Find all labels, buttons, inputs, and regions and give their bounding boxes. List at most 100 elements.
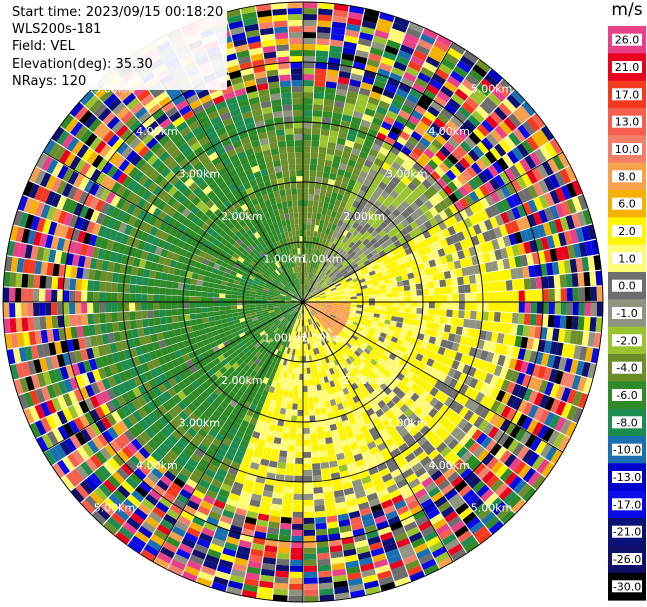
range-gate	[308, 260, 312, 267]
range-gate	[309, 421, 317, 428]
range-gate	[87, 313, 95, 325]
range-gate	[232, 563, 247, 572]
range-gate	[407, 565, 423, 577]
range-gate	[304, 325, 307, 332]
range-gate	[524, 290, 531, 302]
range-gate	[36, 344, 45, 359]
range-gate	[476, 253, 485, 264]
range-gate	[392, 297, 399, 302]
range-gate	[362, 113, 374, 123]
range-gate	[134, 451, 146, 464]
range-gate	[335, 314, 343, 319]
range-gate	[123, 311, 130, 321]
range-gate	[411, 462, 423, 473]
range-gate	[519, 158, 532, 173]
range-gate	[309, 176, 316, 183]
range-gate	[375, 172, 385, 181]
range-gate	[311, 212, 317, 219]
range-gate	[550, 398, 561, 414]
range-gate	[383, 542, 398, 553]
range-gate	[442, 228, 451, 238]
range-gate	[408, 21, 424, 33]
range-gate	[224, 268, 232, 274]
range-gate	[379, 284, 386, 290]
range-gate	[305, 343, 308, 350]
range-gate	[343, 336, 350, 342]
range-gate	[518, 302, 525, 313]
range-gate	[355, 239, 363, 247]
range-gate	[33, 303, 40, 317]
range-gate	[409, 88, 423, 99]
range-gate	[409, 337, 418, 345]
range-gate	[478, 370, 488, 382]
range-gate	[294, 379, 299, 386]
range-gate	[43, 449, 57, 466]
range-gate	[285, 303, 292, 305]
range-gate	[395, 195, 405, 205]
range-gate	[377, 570, 392, 580]
range-gate	[225, 344, 233, 351]
range-gate	[120, 360, 130, 371]
range-gate	[292, 361, 297, 368]
range-gate	[228, 260, 236, 267]
range-gate	[427, 185, 438, 196]
range-gate	[100, 502, 115, 516]
range-gate	[295, 373, 300, 380]
range-gate	[320, 306, 327, 310]
range-gate	[345, 372, 352, 380]
range-gate	[510, 370, 520, 383]
range-gate	[56, 354, 66, 368]
range-gate	[396, 351, 405, 359]
range-gate	[260, 568, 275, 577]
range-gate	[443, 375, 453, 386]
range-gate	[412, 162, 423, 173]
range-gate	[357, 275, 365, 281]
range-gate	[213, 473, 225, 483]
range-gate	[111, 385, 122, 398]
range-gate	[455, 145, 468, 157]
range-gate	[314, 510, 326, 518]
range-gate	[399, 463, 411, 474]
range-gate	[331, 275, 337, 281]
range-gate	[407, 135, 419, 147]
range-gate	[216, 324, 224, 330]
range-gate	[196, 538, 211, 549]
range-gate	[92, 436, 104, 451]
range-gate	[134, 530, 150, 544]
range-gate	[361, 341, 369, 348]
range-gate	[171, 288, 178, 296]
range-gate	[121, 340, 130, 351]
range-gate	[84, 384, 95, 398]
range-gate	[154, 271, 162, 280]
range-gate	[345, 238, 352, 246]
range-gate	[162, 491, 176, 504]
range-gate	[39, 302, 46, 316]
range-gate	[268, 404, 275, 413]
range-gate	[525, 227, 535, 241]
range-gate	[381, 176, 391, 186]
range-gate	[192, 267, 201, 274]
range-gate	[285, 299, 292, 301]
range-gate	[331, 161, 340, 169]
range-gate	[249, 417, 258, 426]
range-gate	[430, 266, 438, 275]
range-gate	[325, 406, 333, 414]
range-gate	[456, 463, 469, 476]
range-gate	[348, 355, 356, 363]
range-gate	[321, 370, 328, 378]
range-gate	[111, 512, 126, 526]
range-gate	[463, 409, 475, 422]
range-gate	[559, 216, 570, 232]
range-gate	[284, 475, 294, 482]
range-gate	[318, 444, 327, 452]
range-gate	[318, 146, 327, 154]
range-gate	[29, 390, 40, 406]
range-gate	[236, 389, 245, 398]
range-gate	[194, 543, 209, 555]
range-gate	[430, 469, 443, 482]
range-gate	[262, 311, 269, 315]
range-gate	[274, 291, 281, 295]
range-gate	[334, 328, 341, 334]
range-gate	[390, 99, 404, 110]
range-gate	[252, 385, 260, 393]
